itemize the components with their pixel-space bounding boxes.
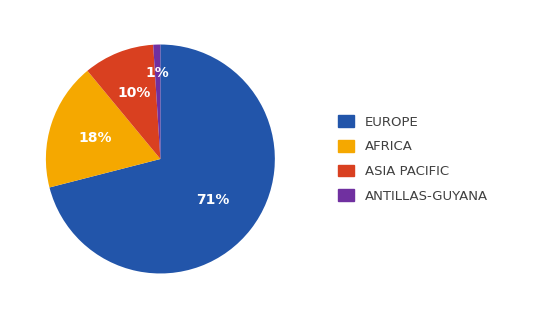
Text: 18%: 18% — [79, 131, 112, 145]
Wedge shape — [153, 45, 160, 159]
Text: 10%: 10% — [118, 86, 151, 100]
Wedge shape — [49, 45, 275, 273]
Wedge shape — [87, 45, 160, 159]
Legend: EUROPE, AFRICA, ASIA PACIFIC, ANTILLAS-GUYANA: EUROPE, AFRICA, ASIA PACIFIC, ANTILLAS-G… — [338, 115, 488, 203]
Text: 71%: 71% — [196, 193, 229, 207]
Text: 1%: 1% — [146, 66, 170, 80]
Wedge shape — [46, 71, 160, 188]
